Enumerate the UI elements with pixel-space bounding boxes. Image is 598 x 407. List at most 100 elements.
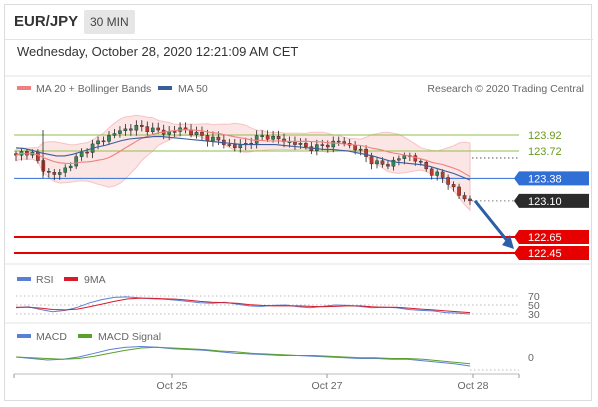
candle-body xyxy=(325,144,330,148)
macd-legend-label: MACD xyxy=(36,331,67,343)
ma20-legend-swatch xyxy=(17,86,31,90)
candle-body xyxy=(413,155,418,162)
candle-body xyxy=(118,130,122,134)
level-label-resistance: 123.72 xyxy=(528,146,562,158)
ma20-line xyxy=(15,129,471,177)
candle-body xyxy=(205,135,210,142)
candle-body xyxy=(123,128,128,131)
level-label-support: 122.45 xyxy=(528,248,562,260)
candle-body xyxy=(304,142,308,147)
candle-body xyxy=(336,140,341,143)
candle-body xyxy=(429,168,434,176)
candle-body xyxy=(386,164,390,167)
rsi-ma-legend-label: 9MA xyxy=(84,274,106,286)
level-label-box xyxy=(514,229,589,244)
candle-body xyxy=(315,144,319,151)
candle-body xyxy=(369,156,374,165)
rsi-legend-swatch xyxy=(17,277,31,281)
ma20-legend-label: MA 20 + Bollinger Bands xyxy=(36,83,151,95)
candle-body xyxy=(101,140,106,143)
candlesticks xyxy=(14,120,472,205)
candle-body xyxy=(47,171,51,173)
candle-body xyxy=(85,151,89,154)
x-tick-label: Oct 28 xyxy=(458,380,489,392)
credit-label: Research © 2020 Trading Central xyxy=(427,83,584,95)
candle-body xyxy=(52,172,57,175)
macd-signal-line xyxy=(15,346,471,365)
macd-panel: 0 xyxy=(15,345,534,371)
moving-averages xyxy=(15,129,471,181)
rsi-tick-label: 50 xyxy=(528,300,540,312)
candle-body xyxy=(172,131,177,133)
candle-body xyxy=(68,165,73,169)
price-levels: 123.92 123.72 123.38 123.10 122.65 122.45 xyxy=(14,130,589,260)
candle-body xyxy=(150,127,155,132)
rsi-ma-line xyxy=(16,297,471,314)
price-legend: MA 20 + Bollinger Bands MA 50 Research ©… xyxy=(17,83,584,95)
arrow-head xyxy=(502,234,514,249)
candle-body xyxy=(211,136,215,142)
candle-body xyxy=(238,144,243,149)
candle-body xyxy=(440,171,445,178)
candle-body xyxy=(402,155,407,159)
candle-body xyxy=(134,125,139,131)
candle-body xyxy=(107,135,111,142)
candle-body xyxy=(364,148,368,157)
macd-legend-swatch xyxy=(17,334,31,338)
x-axis: Oct 25 Oct 27 Oct 28 xyxy=(13,374,520,392)
level-label-box xyxy=(514,193,589,208)
ma50-legend-label: MA 50 xyxy=(178,83,208,95)
candle-body xyxy=(271,136,275,140)
candle-body xyxy=(462,195,467,200)
candle-body xyxy=(342,141,346,144)
candle-body xyxy=(254,135,259,144)
x-tick-label: Oct 27 xyxy=(312,380,343,392)
level-label-pivot: 123.38 xyxy=(528,173,562,185)
chart-frame: EUR/JPY 30 MIN Wednesday, October 28, 20… xyxy=(4,4,593,401)
candle-body xyxy=(194,131,199,136)
rsi-ma-legend-swatch xyxy=(64,277,78,281)
candle-body xyxy=(129,128,133,131)
candle-body xyxy=(435,171,439,176)
forecast-arrow xyxy=(473,199,514,249)
candle-body xyxy=(140,125,144,127)
candle-body xyxy=(293,141,297,145)
candle-body xyxy=(156,127,161,131)
macd-line xyxy=(15,345,471,367)
candle-body xyxy=(397,158,401,161)
candle-body xyxy=(265,135,270,140)
candle-body xyxy=(260,135,264,137)
level-label-box xyxy=(514,171,589,186)
candle-body xyxy=(74,156,78,167)
candle-body xyxy=(79,151,84,157)
chart-header: EUR/JPY 30 MIN xyxy=(5,5,593,41)
header-divider xyxy=(5,39,593,40)
timeframe-button[interactable]: 30 MIN xyxy=(84,10,135,34)
macd-signal-legend-swatch xyxy=(78,334,92,338)
arrow-shaft xyxy=(473,199,511,244)
candle-body xyxy=(418,160,423,163)
candle-body xyxy=(216,136,221,141)
candle-body xyxy=(451,184,456,188)
rsi-tick-label: 70 xyxy=(528,291,540,303)
candle-body xyxy=(145,126,150,132)
candle-body xyxy=(200,131,204,136)
candle-body xyxy=(36,151,40,161)
candle-body xyxy=(358,148,363,151)
candle-body xyxy=(331,140,336,148)
candle-body xyxy=(320,144,325,146)
level-label-resistance: 123.92 xyxy=(528,130,562,142)
rsi-tick-label: 30 xyxy=(528,309,540,321)
candle-body xyxy=(227,144,232,146)
level-label-support: 122.65 xyxy=(528,232,562,244)
level-label-box xyxy=(514,245,589,260)
symbol-label: EUR/JPY xyxy=(14,13,79,30)
candle-body xyxy=(112,133,117,136)
candle-body xyxy=(232,144,237,149)
candle-body xyxy=(446,177,450,185)
candle-body xyxy=(375,160,379,165)
candle-body xyxy=(96,140,100,145)
ma50-legend-swatch xyxy=(158,86,172,90)
